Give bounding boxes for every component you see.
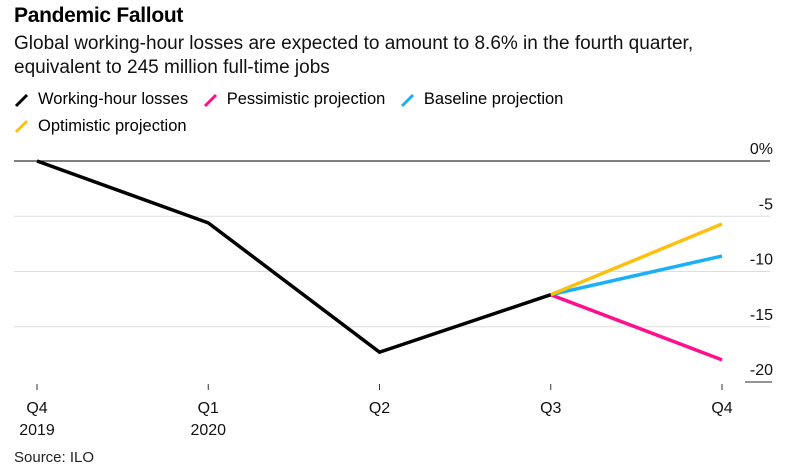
legend-item-working-hour-losses: Working-hour losses [14, 88, 188, 111]
legend-swatch-icon [203, 93, 217, 107]
chart-title: Pandemic Fallout [14, 4, 184, 27]
source-note: Source: ILO [14, 449, 95, 466]
series-line-baseline-projection [550, 254, 723, 297]
chart-subtitle: Global working-hour losses are expected … [14, 33, 694, 78]
x-tick-label: Q4 [26, 400, 47, 417]
x-tick-label: Q4 [711, 400, 732, 417]
y-tick-label: -5 [759, 196, 773, 213]
legend-swatch-icon [14, 93, 29, 107]
x-tick-label: Q2 [369, 400, 390, 417]
legend-label: Working-hour losses [38, 90, 189, 108]
legend-item-pessimistic: Pessimistic projection [203, 88, 386, 111]
x-tick-label: Q3 [540, 400, 561, 417]
series-line-optimistic-projection [550, 222, 723, 297]
legend-item-baseline: Baseline projection [400, 88, 563, 111]
legend: Working-hour losses Pessimistic projecti… [14, 88, 714, 141]
legend-label: Optimistic projection [38, 116, 187, 135]
y-tick-label: 0% [750, 141, 773, 158]
legend-label: Baseline projection [423, 90, 564, 108]
legend-swatch-icon [14, 119, 29, 134]
x-tick-label: Q1 [198, 400, 219, 417]
legend-label: Pessimistic projection [226, 90, 386, 108]
y-tick-label: -10 [750, 252, 773, 269]
y-tick-label: -15 [750, 307, 773, 324]
series-line-working-hour-losses [36, 159, 552, 355]
legend-swatch-icon [400, 93, 414, 107]
legend-item-optimistic: Optimistic projection [14, 115, 187, 138]
x-tick-label-year: 2020 [190, 422, 226, 439]
x-tick-label-year: 2019 [19, 422, 55, 439]
y-tick-label: -20 [750, 362, 773, 379]
series-line-pessimistic-projection [550, 293, 723, 362]
